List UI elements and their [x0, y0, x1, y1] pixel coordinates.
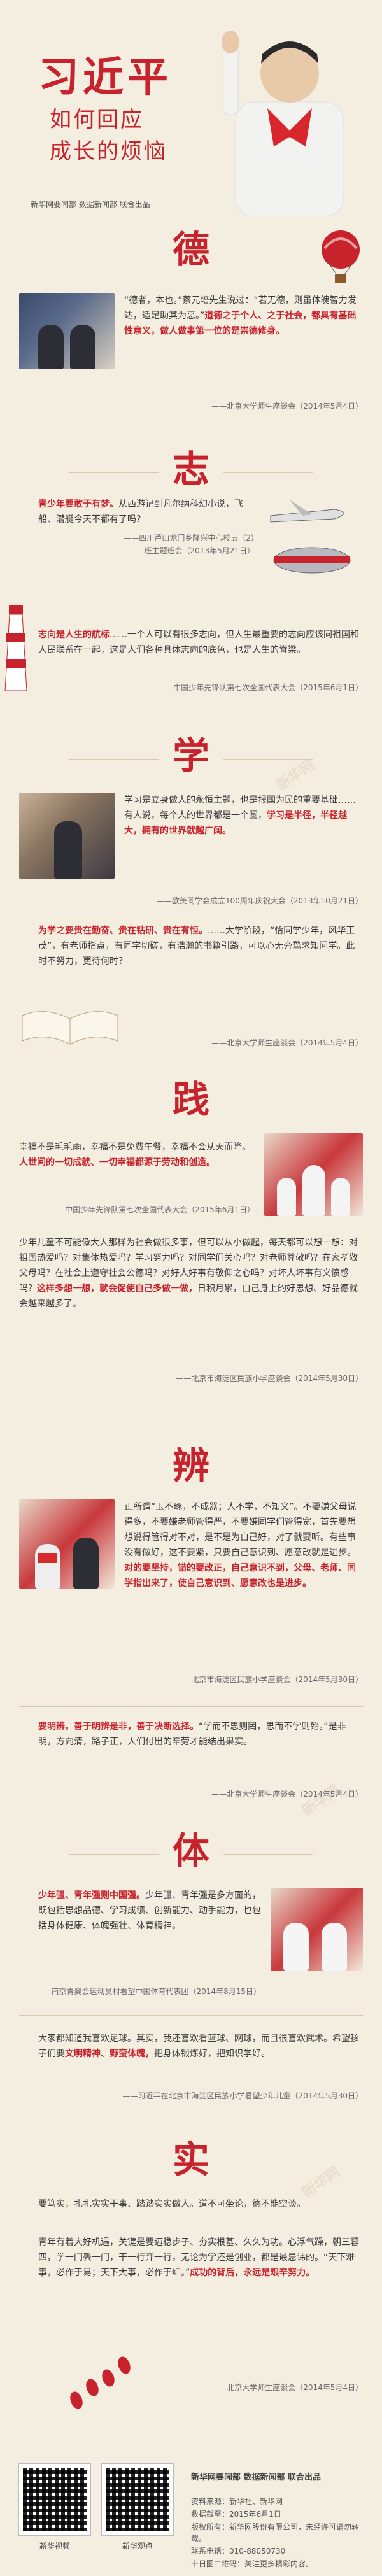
citation-bian-1: ——北京市海淀区民族小学座谈会（2014年5月30日）	[176, 1675, 363, 1684]
footer-info-line: 版权所有：新华网股份有限公司，未经许可请勿转载。	[191, 2523, 360, 2543]
quote-jian-2: 少年儿童不可能像大人那样为社会做很多事，但可以从小做起，每天都可以想一想：对祖国…	[19, 1235, 363, 1312]
quote-zhi-1: 青少年要敢于有梦。从西游记到凡尔纳科幻小说，飞船、潜艇今天不都有了吗？	[38, 497, 255, 527]
section-divider	[19, 1706, 363, 1707]
lighthouse-illustration	[0, 602, 32, 693]
quote-text: ……大学阶段，“恰同学少年，风华正茂”，有老师指点，有同学切磋，有浩瀚的书籍引路…	[38, 926, 355, 966]
photo-leader-speaking	[19, 793, 115, 879]
footer-brand: 新华网要闻部 数据新闻部 联合出品	[191, 2473, 322, 2482]
section-divider	[19, 2015, 363, 2016]
subtitle-line-2: 成长的烦恼	[50, 139, 167, 164]
qr-code-xinhua-video[interactable]	[18, 2463, 91, 2536]
photo-leader-with-students	[19, 293, 115, 369]
quote-ti-1: 少年强、青年强则中国强。少年强、青年强是多方面的，既包括思想品德、学习成绩、创新…	[38, 1888, 261, 1934]
quote-highlight: 志向是人生的航标	[38, 630, 110, 640]
citation-xue-1: ——欧美同学会成立100周年庆祝大会（2013年10月21日）	[157, 896, 363, 905]
section-heading-ti: 体	[0, 1821, 382, 1874]
quote-text: 正所谓“玉不琢，不成器；人不学，不知义”。不要嫌父母说得多，不要嫌老师管得严，不…	[124, 1502, 357, 1558]
quote-text: 少年儿童不可能像大人那样为社会做很多事，但可以从小做起，每天都可以想一想：对祖国…	[19, 1238, 358, 1294]
footprints-illustration	[64, 2356, 140, 2416]
footer-info-line: 数据截至：2015年6月1日	[191, 2510, 281, 2519]
citation-de-1: ——北京大学师生座谈会（2014年5月4日）	[211, 402, 363, 411]
open-book-illustration	[19, 1003, 121, 1050]
photo-leader-with-children	[19, 1499, 115, 1589]
quote-bian-2: 要明辨，善于明辨是非，善于决断选择。“学而不思则罔，思而不学则殆。”是非明，方向…	[38, 1719, 363, 1750]
citation-ti-2: ——习近平在北京市海淀区民族小学看望少年儿童（2014年5月30日）	[122, 2091, 363, 2100]
section-heading-jian: 践	[0, 1070, 382, 1123]
citation-jian-2: ——北京市海淀区民族小学座谈会（2014年5月30日）	[176, 1374, 363, 1383]
section-heading-shi: 实	[0, 2130, 382, 2183]
hot-air-balloon-illustration	[318, 229, 363, 289]
quote-text: 大家都知道我喜欢足球。其实，我还喜欢看篮球、网球，而且很喜欢武术。希望孩子们要	[38, 2034, 359, 2059]
qr-label-opinion: 新华观点	[122, 2542, 153, 2551]
citation-ti-1: ——南京青奥会运动员村看望中国体育代表团（2014年8月15日）	[36, 1987, 261, 1996]
citation-bian-2: ——北京大学师生座谈会（2014年5月4日）	[211, 1790, 363, 1799]
quote-text: 日积月累，自己身上的好思想、好品德就会越来越多了。	[19, 1284, 358, 1309]
quote-highlight: 为学之要贵在勤奋、贵在钻研、贵在有恒。	[38, 926, 208, 936]
quote-highlight: 道德之于个人、之于社会，都具有基础性意义，做人做事第一位的是崇德修身。	[124, 311, 357, 336]
quote-text: 青年有着大好机遇，关键是要迈稳步子、夯实根基、久久为功。心浮气躁，朝三暮四，学一…	[38, 2237, 359, 2278]
citation-jian-1: ——中国少年先锋队第七次全国代表大会（2015年6月1日）	[50, 1205, 255, 1214]
leader-portrait-illustration	[210, 19, 369, 217]
section-heading-de: 德	[0, 220, 382, 273]
quote-ti-2: 大家都知道我喜欢足球。其实，我还喜欢看篮球、网球，而且很喜欢武术。希望孩子们要文…	[38, 2031, 363, 2062]
quote-highlight: 学习是半径，半径越大，拥有的世界就越广阔。	[124, 810, 347, 836]
quote-shi-2: 青年有着大好机遇，关键是要迈稳步子、夯实根基、久久为功。心浮气躁，朝三暮四，学一…	[38, 2235, 363, 2281]
quote-shi-1: 要笃实，扎扎实实干事、踏踏实实做人。道不可坐论，德不能空谈。	[38, 2197, 363, 2212]
quote-highlight: 少年强、青年强则中国强。	[38, 1890, 145, 1900]
citation-zhi-1: ——四川芦山龙门乡隆兴中心校五（2）班主题班会（2013年5月21日）	[124, 534, 255, 555]
citation-zhi-2: ——中国少年先锋队第七次全国代表大会（2015年6月1日）	[158, 683, 363, 692]
quote-text: ……一个人可以有很多志向，但人生最重要的志向应该同祖国和人民联系在一起，这是人们…	[38, 630, 359, 655]
quote-highlight: 文明精神、野蛮体魄，	[65, 2049, 154, 2059]
footer-info-line: 联系电话：010-88050730	[191, 2547, 286, 2556]
space-shuttle-illustration	[264, 490, 360, 588]
quote-de-1: “德者，本也。”蔡元培先生说过：“若无德，则虽体魄智力发达，适足助其为恶。”道德…	[124, 293, 363, 339]
header-source: 新华网要闻部 数据新闻部 联合出品	[31, 200, 150, 209]
quote-text: 学习是立身做人的永恒主题，也是报国为民的重要基础……有人说，每个人的世界都是一个…	[124, 795, 356, 821]
quote-highlight: 对的要坚持，错的要改正，自己意识不到，父母、老师、同学指出来了，使自己意识到、愿…	[124, 1563, 356, 1589]
photo-leader-with-young-pioneers	[264, 1133, 363, 1216]
quote-bian-1: 正所谓“玉不琢，不成器；人不学，不知义”。不要嫌父母说得多，不要嫌老师管得严，不…	[124, 1499, 363, 1591]
photo-leader-practicing-martial-arts	[271, 1888, 363, 1971]
qr-code-xinhua-opinion[interactable]	[101, 2463, 174, 2536]
quote-text: 把身体锻炼好，把知识学好。	[154, 2049, 270, 2059]
section-heading-bian: 辨	[0, 1436, 382, 1489]
quote-text: 从西游记到凡尔纳科幻小说，飞船、潜艇今天不都有了吗？	[38, 499, 243, 525]
quote-highlight: 人世间的一切成就、一切幸福都源于劳动和创造。	[19, 1157, 215, 1168]
quote-jian-1: 幸福不是毛毛雨，幸福不是免费午餐，幸福不会从天而降。人世间的一切成就、一切幸福都…	[19, 1140, 255, 1170]
quote-text: “德者，本也。”蔡元培先生说过：“若无德，则虽体魄智力发达，适足助其为恶。”	[124, 295, 357, 321]
quote-highlight: 要明辨，善于明辨是非，善于决断选择。	[38, 1722, 199, 1732]
quote-xue-1: 学习是立身做人的永恒主题，也是报国为民的重要基础……有人说，每个人的世界都是一个…	[124, 793, 363, 839]
quote-text: 要笃实，扎扎实实干事、踏踏实实做人。道不可坐论，德不能空谈。	[38, 2199, 306, 2209]
footer-info-line: 资料来源：新华社、新华网	[191, 2497, 283, 2506]
citation-xue-2: ——北京大学师生座谈会（2014年5月4日）	[211, 1038, 363, 1047]
quote-highlight: 这样多想一想，就会促使自己多做一做，	[37, 1284, 197, 1294]
subtitle-line-1: 如何回应	[50, 107, 144, 132]
quote-zhi-2: 志向是人生的航标……一个人可以有很多志向，但人生最重要的志向应该同祖国和人民联系…	[38, 627, 363, 658]
page-title: 习近平	[38, 54, 172, 101]
quote-text: 少年强、青年强是多方面的，既包括思想品德、学习成绩、创新能力、动手能力，也包括身…	[38, 1890, 261, 1931]
footer-info-line: 十日图二维码：关注更多精彩内容。	[191, 2559, 314, 2568]
quote-highlight: 成功的背后，永远是艰辛努力。	[190, 2268, 315, 2278]
section-heading-zhi: 志	[0, 439, 382, 493]
qr-label-video: 新华视频	[39, 2542, 70, 2551]
section-heading-xue: 学	[0, 726, 382, 779]
quote-highlight: 青少年要敢于有梦。	[38, 499, 118, 509]
quote-text: “学而不思则罔，思而不学则殆。”是非明，方向清，路子正，人们付出的辛劳才能结出果…	[38, 1722, 346, 1747]
citation-shi: ——北京大学师生座谈会（2014年5月4日）	[211, 2383, 363, 2392]
quote-text: 幸福不是毛毛雨，幸福不是免费午餐，幸福不会从天而降。	[19, 1142, 251, 1152]
quote-xue-2: 为学之要贵在勤奋、贵在钻研、贵在有恒。……大学阶段，“恰同学少年，风华正茂”，有…	[38, 923, 363, 969]
